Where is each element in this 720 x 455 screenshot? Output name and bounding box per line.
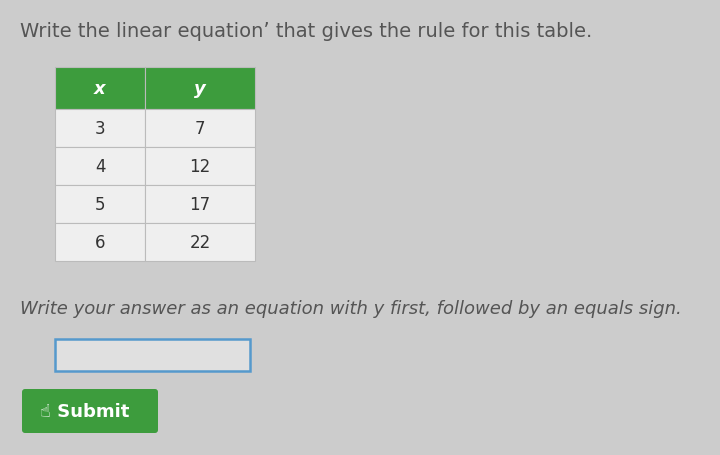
Bar: [55, 339, 250, 371]
Text: 4: 4: [95, 157, 105, 176]
FancyBboxPatch shape: [22, 389, 158, 433]
Text: 5: 5: [95, 196, 105, 213]
Text: 22: 22: [189, 233, 211, 252]
Bar: [145, 223, 255, 262]
Bar: [55, 110, 145, 148]
Bar: [55, 223, 145, 262]
Text: 12: 12: [189, 157, 211, 176]
Bar: [145, 186, 255, 223]
Bar: [145, 110, 255, 148]
Text: 6: 6: [95, 233, 105, 252]
Text: x: x: [94, 80, 106, 98]
Bar: [55, 186, 145, 223]
Text: ☝ Submit: ☝ Submit: [40, 402, 130, 420]
Text: y: y: [194, 80, 206, 98]
Bar: [55, 148, 145, 186]
Text: Write the linear equationʼ that gives the rule for this table.: Write the linear equationʼ that gives th…: [20, 22, 593, 41]
Text: Write your answer as an equation with y first, followed by an equals sign.: Write your answer as an equation with y …: [20, 299, 682, 317]
Bar: [145, 148, 255, 186]
Text: 3: 3: [95, 120, 105, 138]
Bar: [55, 68, 145, 110]
Text: 7: 7: [194, 120, 205, 138]
Bar: [145, 68, 255, 110]
Text: 17: 17: [189, 196, 210, 213]
